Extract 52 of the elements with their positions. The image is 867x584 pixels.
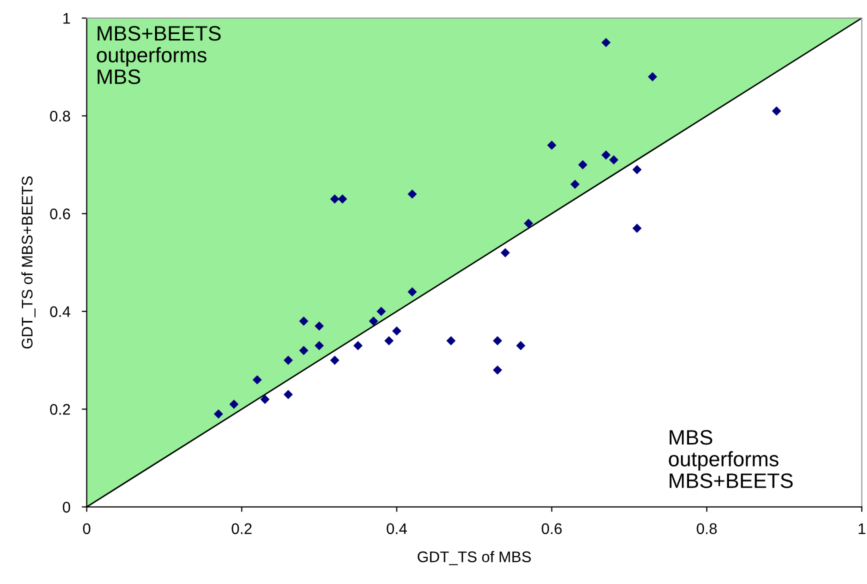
y-tick-label: 0.2 xyxy=(50,404,70,415)
point xyxy=(492,336,502,346)
point xyxy=(299,316,308,326)
point xyxy=(314,321,324,331)
point xyxy=(408,287,417,296)
point xyxy=(408,189,417,199)
point xyxy=(392,326,402,336)
point xyxy=(353,341,363,350)
y-tick-label: 0.4 xyxy=(50,306,70,318)
point xyxy=(214,409,224,419)
y-tick-label: 0.8 xyxy=(50,110,70,122)
point xyxy=(446,336,456,346)
point xyxy=(338,194,348,204)
point xyxy=(284,356,293,365)
annotation: MBS outperforms MBS+BEETS xyxy=(668,430,793,488)
point xyxy=(601,150,611,160)
point xyxy=(609,155,618,164)
point xyxy=(284,390,293,400)
point xyxy=(229,400,239,409)
point xyxy=(570,180,580,189)
y-axis-title: GDT_TS of MBS+BEETS xyxy=(21,176,36,349)
point xyxy=(578,160,588,170)
x-tick-label: 0.6 xyxy=(542,523,562,534)
y-tick-label: 0.6 xyxy=(50,208,70,220)
point xyxy=(330,194,340,204)
point xyxy=(601,38,611,48)
x-tick-label: 1 xyxy=(858,523,866,534)
point xyxy=(524,218,534,228)
point xyxy=(516,341,526,350)
point xyxy=(260,394,270,404)
point xyxy=(500,248,510,258)
point xyxy=(632,165,642,174)
x-axis-title: GDT_TS of MBS xyxy=(418,551,531,566)
x-tick-label: 0.2 xyxy=(232,523,252,534)
point xyxy=(384,336,394,346)
x-tick-label: 0.8 xyxy=(696,523,717,534)
y-tick-label: 0 xyxy=(62,502,70,513)
point xyxy=(376,306,386,316)
point xyxy=(632,224,642,233)
point xyxy=(648,72,658,82)
point xyxy=(368,316,378,326)
x-tick-label: 0 xyxy=(83,523,90,534)
point xyxy=(772,106,782,116)
point xyxy=(330,356,340,365)
x-tick-label: 0.4 xyxy=(386,523,407,534)
annotation: MBS+BEETS outperforms MBS xyxy=(96,26,221,84)
y-tick-label: 1 xyxy=(63,13,70,24)
point xyxy=(547,140,556,150)
point xyxy=(299,346,308,356)
point xyxy=(252,375,262,384)
point xyxy=(314,341,324,350)
point xyxy=(492,365,502,375)
